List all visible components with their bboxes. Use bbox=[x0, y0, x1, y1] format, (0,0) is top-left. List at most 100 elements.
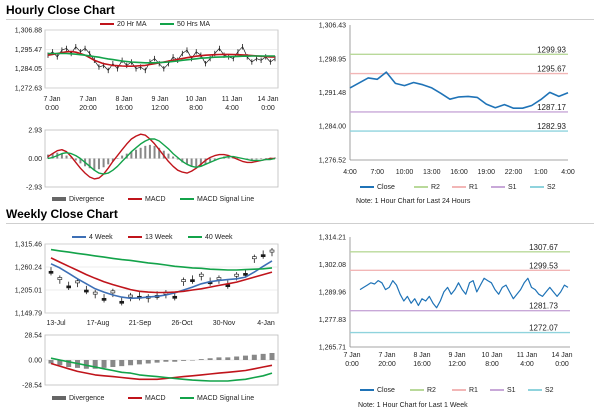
hourly-divergence-bar bbox=[139, 147, 142, 159]
weekly-divergence-bar bbox=[83, 360, 89, 369]
weekly-candle-body bbox=[216, 277, 222, 280]
weekly-divergence-bar bbox=[260, 353, 266, 360]
weekly-price-ytick: 1,260.24 bbox=[15, 264, 42, 271]
hourly-divergence-bar bbox=[121, 155, 124, 159]
weekly-close-ytick: 1,277.83 bbox=[319, 317, 346, 324]
weekly-divergence-bar bbox=[154, 360, 160, 363]
hourly-close-xtick: 19:00 bbox=[477, 169, 495, 176]
hourly-divergence-bar bbox=[102, 158, 105, 168]
weekly-close-xtick: 7 Jan 20:00 bbox=[378, 352, 396, 368]
weekly-candle-body bbox=[172, 295, 178, 299]
weekly-signal-line bbox=[50, 357, 273, 382]
hourly-price-xtick: 7 Jan 0:00 bbox=[43, 96, 60, 112]
hourly-price-frame bbox=[44, 29, 279, 89]
hourly-divergence-bar bbox=[51, 153, 54, 159]
hourly-divergence-bar bbox=[172, 156, 175, 159]
hourly-price-xtick: 8 Jan 16:00 bbox=[115, 96, 133, 112]
hourly-divergence-bar bbox=[190, 158, 193, 167]
weekly-divergence-bar bbox=[181, 360, 187, 361]
hourly-divergence-bar bbox=[199, 158, 202, 167]
weekly-price-ytick: 1,315.46 bbox=[15, 242, 42, 249]
weekly-divergence-bar bbox=[48, 360, 54, 364]
weekly-close-ytick: 1,265.71 bbox=[319, 345, 346, 352]
hourly-divergence-bar bbox=[158, 147, 161, 159]
weekly-close-ytick: 1,314.21 bbox=[319, 235, 346, 242]
weekly-level-label-r2: 1307.67 bbox=[529, 243, 558, 252]
hourly-divergence-bar bbox=[107, 158, 110, 165]
weekly-candle-body bbox=[84, 289, 89, 293]
hourly-close-note: Note: 1 Hour Chart for Last 24 Hours bbox=[356, 198, 471, 205]
weekly-candle-body bbox=[198, 273, 204, 277]
weekly-candle-body bbox=[260, 254, 266, 257]
weekly-price-xtick: 13-Jul bbox=[46, 320, 66, 327]
weekly-level-label-s1: 1281.73 bbox=[529, 302, 558, 311]
weekly-divergence-bar bbox=[251, 354, 257, 360]
weekly-divergence-bar bbox=[128, 360, 134, 366]
weekly-price-xtick: 4-Jan bbox=[257, 320, 275, 327]
hourly-divergence-bar bbox=[204, 158, 207, 165]
hourly-divergence-bar bbox=[195, 158, 198, 168]
hourly-divergence-bar bbox=[144, 145, 147, 159]
weekly-divergence-bar bbox=[92, 360, 98, 369]
weekly-candle-body bbox=[119, 300, 125, 304]
hourly-close-ytick: 1,306.43 bbox=[319, 23, 346, 30]
weekly-close-xtick: 10 Jan 8:00 bbox=[481, 352, 502, 368]
weekly-legend-divergence: Divergence bbox=[69, 395, 105, 402]
hourly-level-label-r2: 1299.93 bbox=[537, 45, 566, 54]
hourly-legend-20hr: 20 Hr MA bbox=[117, 21, 147, 28]
weekly-candle-body bbox=[252, 256, 257, 260]
hourly-price-ytick: 1,295.47 bbox=[15, 47, 42, 54]
weekly-section-title: Weekly Close Chart bbox=[6, 207, 118, 221]
weekly-candle-body bbox=[128, 294, 133, 298]
weekly-candle-body bbox=[234, 273, 239, 277]
weekly-divergence-bar bbox=[189, 360, 195, 361]
weekly-macd-ytick: 0.00 bbox=[28, 358, 42, 365]
hourly-legend-macd: MACD bbox=[145, 196, 166, 203]
hourly-ma20-line bbox=[47, 50, 275, 67]
weekly-divergence-bar bbox=[225, 357, 231, 360]
weekly-candle-body bbox=[66, 285, 71, 289]
weekly-candle-body bbox=[75, 280, 80, 284]
hourly-divergence-bar bbox=[260, 158, 263, 159]
weekly-macd-ytick: -28.54 bbox=[22, 383, 42, 390]
hourly-divergence-bar bbox=[116, 158, 119, 159]
weekly-divergence-bar bbox=[198, 359, 204, 360]
weekly-price-xtick: 17-Aug bbox=[87, 320, 110, 327]
hourly-divergence-bar bbox=[74, 158, 77, 161]
hourly-close-xtick: 22:00 bbox=[505, 169, 523, 176]
hourly-ma50-line bbox=[48, 52, 275, 64]
hourly-macd-ytick: 2.93 bbox=[28, 128, 42, 135]
weekly-ma40-line bbox=[50, 248, 273, 271]
weekly-candle-body bbox=[243, 273, 248, 276]
weekly-close-line bbox=[359, 277, 569, 309]
hourly-close-xtick: 1:00 bbox=[534, 169, 548, 176]
hourly-close-line bbox=[349, 71, 569, 109]
hourly-macd-ytick: 0.00 bbox=[28, 156, 42, 163]
hourly-divergence-bar bbox=[79, 158, 82, 164]
weekly-close-ytick: 1,302.08 bbox=[319, 262, 346, 269]
hourly-divergence-bar bbox=[148, 144, 151, 159]
weekly-legend-40wk: 40 Week bbox=[205, 234, 233, 241]
hourly-divergence-bar bbox=[185, 158, 188, 165]
hourly-price-xtick: 9 Jan 12:00 bbox=[151, 96, 169, 112]
hourly-close-xtick: 4:00 bbox=[343, 169, 357, 176]
weekly-macd-line bbox=[50, 362, 273, 381]
weekly-close-legend-r2: R2 bbox=[427, 387, 436, 394]
weekly-candle-body bbox=[92, 291, 98, 295]
hourly-close-legend-close: Close bbox=[377, 184, 395, 191]
weekly-close-legend-s2: S2 bbox=[545, 387, 554, 394]
weekly-close-legend-r1: R1 bbox=[469, 387, 478, 394]
hourly-price-xtick: 14 Jan 0:00 bbox=[257, 96, 278, 112]
hourly-legend-50hr: 50 Hrs MA bbox=[177, 21, 210, 28]
hourly-legend-divergence-swatch bbox=[52, 197, 66, 201]
weekly-divergence-bar bbox=[172, 360, 178, 362]
hourly-divergence-bar bbox=[255, 158, 258, 160]
weekly-close-xtick: 14 Jan 0:00 bbox=[551, 352, 572, 368]
hourly-price-ytick: 1,306.88 bbox=[15, 28, 42, 35]
weekly-candle-body bbox=[101, 298, 107, 301]
weekly-close-xtick: 9 Jan 12:00 bbox=[448, 352, 466, 368]
hourly-divergence-bar bbox=[209, 158, 212, 163]
weekly-divergence-bar bbox=[145, 360, 151, 364]
weekly-close-note: Note: 1 Hour Chart for Last 1 Week bbox=[358, 402, 468, 409]
